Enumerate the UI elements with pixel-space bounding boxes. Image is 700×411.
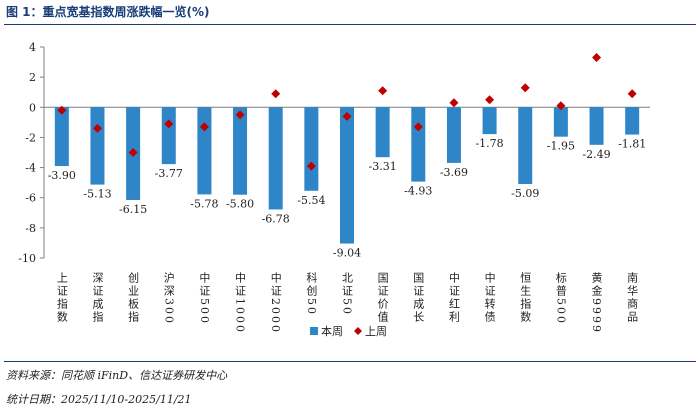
diamond-marker (378, 86, 388, 96)
bar (446, 107, 461, 163)
bar-value-label: -3.90 (48, 169, 76, 182)
bar-value-label: -1.78 (475, 137, 503, 150)
legend-swatch-marker (354, 327, 362, 335)
y-tick-label: 4 (29, 41, 36, 54)
diamond-marker (592, 53, 602, 63)
x-category-label: 国证价值 (376, 272, 389, 324)
bar (482, 107, 497, 135)
x-category-label: 黄金9999 (590, 271, 603, 334)
legend-swatch-bar (310, 327, 318, 335)
x-category-label: 国证成长 (412, 272, 425, 324)
diamond-marker (128, 148, 138, 157)
title-rule (4, 24, 696, 25)
legend: 本周 上周 (310, 324, 387, 338)
bar-value-label: -2.49 (582, 148, 610, 161)
diamond-marker (627, 89, 637, 99)
bar-value-label: -3.31 (369, 160, 397, 173)
marker-series (57, 53, 637, 171)
bar-value-label: -3.69 (440, 166, 468, 179)
bar-value-label: -6.15 (119, 203, 147, 216)
bar-value-label: -5.13 (83, 188, 111, 201)
bar (90, 107, 105, 185)
x-category-label: 中证红利 (447, 272, 460, 324)
y-tick-label: -10 (18, 252, 36, 265)
y-tick-label: -4 (25, 162, 36, 175)
date-note: 统计日期：2025/11/10-2025/11/21 (6, 393, 192, 406)
legend-label: 上周 (365, 325, 387, 338)
source-note: 资料来源：同花顺 iFinD、信达证券研发中心 (6, 369, 228, 382)
x-category-label: 标普500 (554, 271, 567, 325)
y-axis: 4 2 0 -2 -4 -6 -8 -10 (18, 41, 650, 265)
x-category-label: 中证2000 (269, 272, 282, 334)
diamond-marker (92, 123, 102, 133)
bar (340, 107, 354, 244)
bar (161, 107, 176, 165)
bar-value-label: -1.95 (547, 140, 575, 153)
bar-value-label: -9.04 (333, 247, 361, 260)
diamond-marker (271, 89, 281, 99)
diamond-marker (485, 95, 495, 105)
bar (375, 107, 390, 158)
x-category-label: 中证500 (198, 272, 211, 325)
y-tick-label: 0 (29, 101, 36, 114)
diamond-marker (235, 110, 245, 120)
diamond-marker (306, 161, 316, 171)
y-tick-label: 2 (29, 71, 36, 84)
bar-value-label: -4.93 (404, 185, 432, 198)
bar-series: -3.90 -5.13 -6.15 -3.77 -5.78 -5.80 -6.78 -5.54… (48, 107, 646, 260)
bar (268, 107, 283, 210)
bar (411, 107, 426, 182)
x-category-label: 中证转债 (483, 272, 496, 324)
figure-title: 图 1：重点宽基指数周涨跌幅一览(%) (6, 5, 210, 19)
x-category-label: 科创50 (305, 271, 318, 316)
x-category-label: 北证50 (341, 272, 354, 316)
diamond-marker (520, 83, 530, 93)
y-tick-label: -6 (25, 192, 36, 205)
y-tick-label: -2 (25, 131, 36, 144)
diamond-marker (342, 111, 352, 121)
bar-value-label: -5.09 (511, 187, 539, 200)
diamond-marker (556, 101, 566, 111)
bar (589, 107, 604, 145)
diamond-marker (449, 98, 459, 108)
footer-rule (4, 361, 696, 362)
x-category-label: 中证1000 (234, 272, 247, 334)
diamond-marker (57, 105, 67, 115)
bar-value-label: -5.54 (297, 194, 325, 207)
bar-value-label: -5.78 (190, 197, 218, 210)
x-axis: 上证指数 深证成指 创业板指 沪深300 中证500 中证1000 中证2000 科创50 北证… (55, 271, 638, 334)
diamond-marker (164, 119, 174, 129)
legend-label: 本周 (321, 324, 343, 338)
diamond-marker (199, 122, 209, 132)
x-category-label: 沪深300 (162, 271, 175, 325)
bar (625, 107, 640, 135)
bar (233, 107, 248, 195)
x-category-label: 上证指数 (55, 272, 68, 324)
x-category-label: 创业板指 (127, 272, 140, 324)
x-category-label: 恒生指数 (519, 272, 532, 324)
bar (518, 107, 533, 184)
y-tick-label: -8 (25, 222, 36, 235)
x-category-label: 南华商品 (626, 272, 639, 324)
bar-value-label: -5.80 (226, 198, 254, 211)
diamond-marker (413, 122, 423, 132)
bar (553, 107, 568, 137)
x-category-label: 深证成指 (91, 272, 104, 324)
bar (197, 107, 212, 195)
bar-value-label: -3.77 (155, 167, 183, 180)
bar (54, 107, 69, 167)
bar-value-label: -1.81 (618, 138, 646, 151)
bar-value-label: -6.78 (262, 212, 290, 225)
bar (304, 107, 319, 191)
